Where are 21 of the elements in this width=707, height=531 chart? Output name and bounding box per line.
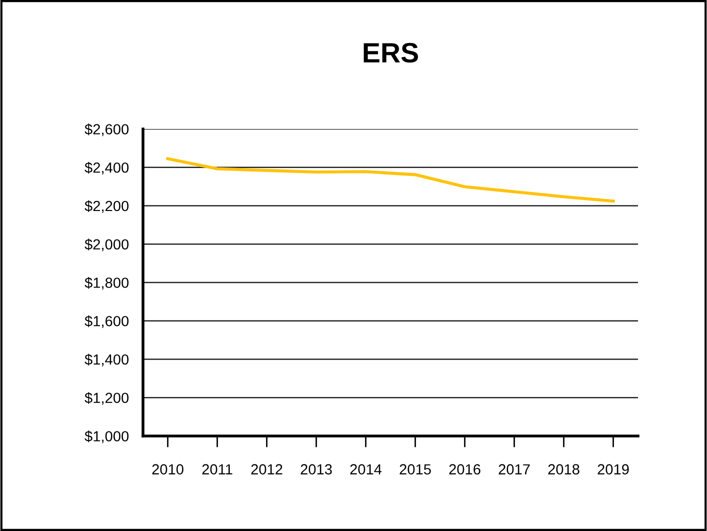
x-tick-label: 2019 xyxy=(598,464,629,474)
x-tick-label: 2015 xyxy=(400,464,431,474)
x-tick-label: 2010 xyxy=(152,464,184,474)
y-tick-label: $2,000 xyxy=(84,238,129,252)
x-tick-label: 2017 xyxy=(498,464,530,474)
y-tick-label: $1,200 xyxy=(84,392,129,405)
y-tick-label: $1,400 xyxy=(84,354,129,366)
x-tick-label: 2012 xyxy=(251,464,282,474)
y-tick-label: $2,600 xyxy=(84,123,129,136)
y-tick-label: $1,600 xyxy=(84,315,129,328)
y-tick-label: $2,400 xyxy=(84,162,129,175)
y-tick-label: $2,200 xyxy=(84,200,129,213)
y-tick-label: $1,000 xyxy=(84,430,129,444)
x-tick-label: 2016 xyxy=(449,464,480,474)
x-tick-label: 2013 xyxy=(300,464,332,474)
x-tick-label: 2014 xyxy=(350,464,382,474)
y-tick-label: $1,800 xyxy=(84,276,129,290)
chart-title: ERS xyxy=(364,42,418,63)
line-series xyxy=(166,157,615,203)
x-tick-label: 2011 xyxy=(202,464,232,474)
x-tick-label: 2018 xyxy=(548,464,580,474)
